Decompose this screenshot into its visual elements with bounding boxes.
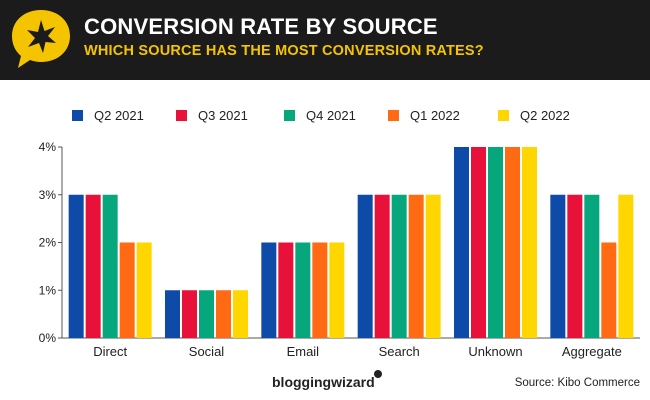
bar-search-q1-2022 <box>408 194 424 338</box>
bar-direct-q4-2021 <box>102 194 118 338</box>
legend-swatch <box>498 110 509 121</box>
bar-unknown-q2-2021 <box>454 147 469 338</box>
legend-label: Q2 2022 <box>520 108 570 123</box>
x-tick-label: Search <box>379 344 420 359</box>
y-tick-label: 2% <box>39 236 57 250</box>
bar-aggregate-q2-2022 <box>618 194 634 338</box>
chart-title: CONVERSION RATE BY SOURCE <box>84 14 438 39</box>
bar-social-q3-2021 <box>182 290 197 338</box>
legend-swatch <box>72 110 83 121</box>
legend-swatch <box>176 110 187 121</box>
bar-search-q4-2021 <box>391 194 407 338</box>
bar-aggregate-q3-2021 <box>567 194 583 338</box>
x-tick-label: Email <box>287 344 320 359</box>
bar-aggregate-q1-2022 <box>601 242 617 338</box>
legend-swatch <box>388 110 399 121</box>
legend-label: Q1 2022 <box>410 108 460 123</box>
bar-email-q1-2022 <box>312 242 328 338</box>
y-tick-label: 3% <box>39 188 57 202</box>
bar-aggregate-q2-2021 <box>550 194 566 338</box>
bar-social-q2-2021 <box>165 290 180 338</box>
x-tick-label: Unknown <box>468 344 522 359</box>
source-note: Source: Kibo Commerce <box>514 377 640 389</box>
y-tick-label: 1% <box>39 283 57 297</box>
legend-label: Q2 2021 <box>94 108 144 123</box>
bar-unknown-q1-2022 <box>505 147 520 338</box>
bar-unknown-q3-2021 <box>471 147 486 338</box>
legend-label: Q3 2021 <box>198 108 248 123</box>
star-icon <box>12 10 70 68</box>
brand-dot-icon <box>373 370 382 378</box>
bar-email-q2-2022 <box>329 242 345 338</box>
bar-social-q4-2021 <box>199 290 214 338</box>
bar-unknown-q4-2021 <box>488 147 503 338</box>
x-tick-label: Aggregate <box>562 344 622 359</box>
legend-label: Q4 2021 <box>306 108 356 123</box>
bar-email-q3-2021 <box>278 242 294 338</box>
bar-unknown-q2-2022 <box>522 147 537 338</box>
header-banner: CONVERSION RATE BY SOURCE WHICH SOURCE H… <box>0 0 650 80</box>
bar-direct-q2-2021 <box>68 194 84 338</box>
bar-email-q2-2021 <box>261 242 277 338</box>
bar-direct-q3-2021 <box>85 194 101 338</box>
legend-swatch <box>284 110 295 121</box>
y-tick-label: 0% <box>39 331 57 345</box>
bar-search-q2-2021 <box>357 194 373 338</box>
y-tick-label: 4% <box>39 140 57 154</box>
bar-social-q2-2022 <box>233 290 248 338</box>
chart-subtitle: WHICH SOURCE HAS THE MOST CONVERSION RAT… <box>84 43 484 59</box>
bar-search-q3-2021 <box>374 194 390 338</box>
bar-direct-q2-2022 <box>136 242 152 338</box>
brand-logo: bloggingwizard <box>272 370 383 390</box>
brand-name: bloggingwizard <box>272 374 375 390</box>
x-tick-label: Social <box>189 344 225 359</box>
bar-social-q1-2022 <box>216 290 231 338</box>
bar-chart: 0% 1% 2% 3% 4% Direct Social Email Search Unknown… <box>39 108 640 359</box>
bar-email-q4-2021 <box>295 242 311 338</box>
bar-aggregate-q4-2021 <box>584 194 600 338</box>
bar-search-q2-2022 <box>425 194 441 338</box>
x-tick-label: Direct <box>93 344 127 359</box>
bar-direct-q1-2022 <box>119 242 135 338</box>
